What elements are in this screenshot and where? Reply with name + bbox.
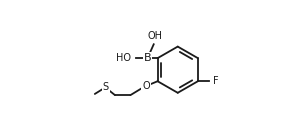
Text: B: B <box>144 53 151 63</box>
Text: OH: OH <box>148 31 163 41</box>
Text: O: O <box>142 81 150 91</box>
Text: HO: HO <box>116 53 131 63</box>
Text: S: S <box>103 82 109 92</box>
Text: F: F <box>213 76 218 86</box>
